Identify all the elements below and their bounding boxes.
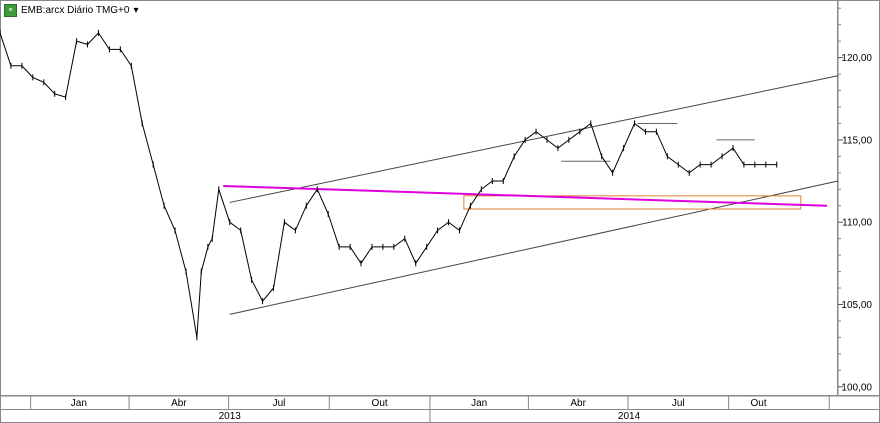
month-label: Jul <box>273 398 286 409</box>
chart-header[interactable]: ≡ EMB:arcx Diário TMG+0 ▾ <box>4 2 138 18</box>
price-series-line <box>0 32 777 338</box>
year-label: 2013 <box>219 411 242 422</box>
range-box <box>463 195 802 210</box>
time-axis: Jan Abr Jul Out Jan Abr Jul Out 2013 2014 <box>30 396 830 423</box>
month-label: Out <box>751 398 767 409</box>
trend-line <box>229 180 839 315</box>
y-tick-label: 110,00 <box>842 218 872 229</box>
app-logo-icon: ≡ <box>4 3 17 17</box>
magenta-trend-line <box>223 184 828 207</box>
month-label: Abr <box>570 398 586 409</box>
month-label: Abr <box>171 398 187 409</box>
symbol-label[interactable]: EMB:arcx Diário TMG+0 <box>21 4 130 16</box>
plot-layer <box>0 29 839 341</box>
plot-border <box>0 0 838 396</box>
month-label: Jan <box>71 398 87 409</box>
month-label: Jan <box>471 398 487 409</box>
y-tick-label: 105,00 <box>841 300 872 311</box>
right-axis-panel <box>837 0 880 396</box>
year-label: 2014 <box>618 411 641 422</box>
trend-line <box>229 75 839 203</box>
y-tick-label: 115,00 <box>842 135 872 146</box>
price-axis: 100,00 105,00 110,00 115,00 120,00 <box>838 7 872 393</box>
y-tick-label: 120,00 <box>841 53 872 64</box>
y-tick-label: 100,00 <box>841 382 872 393</box>
month-label: Jul <box>672 398 685 409</box>
month-label: Out <box>372 398 388 409</box>
chevron-down-icon[interactable]: ▾ <box>133 4 139 16</box>
